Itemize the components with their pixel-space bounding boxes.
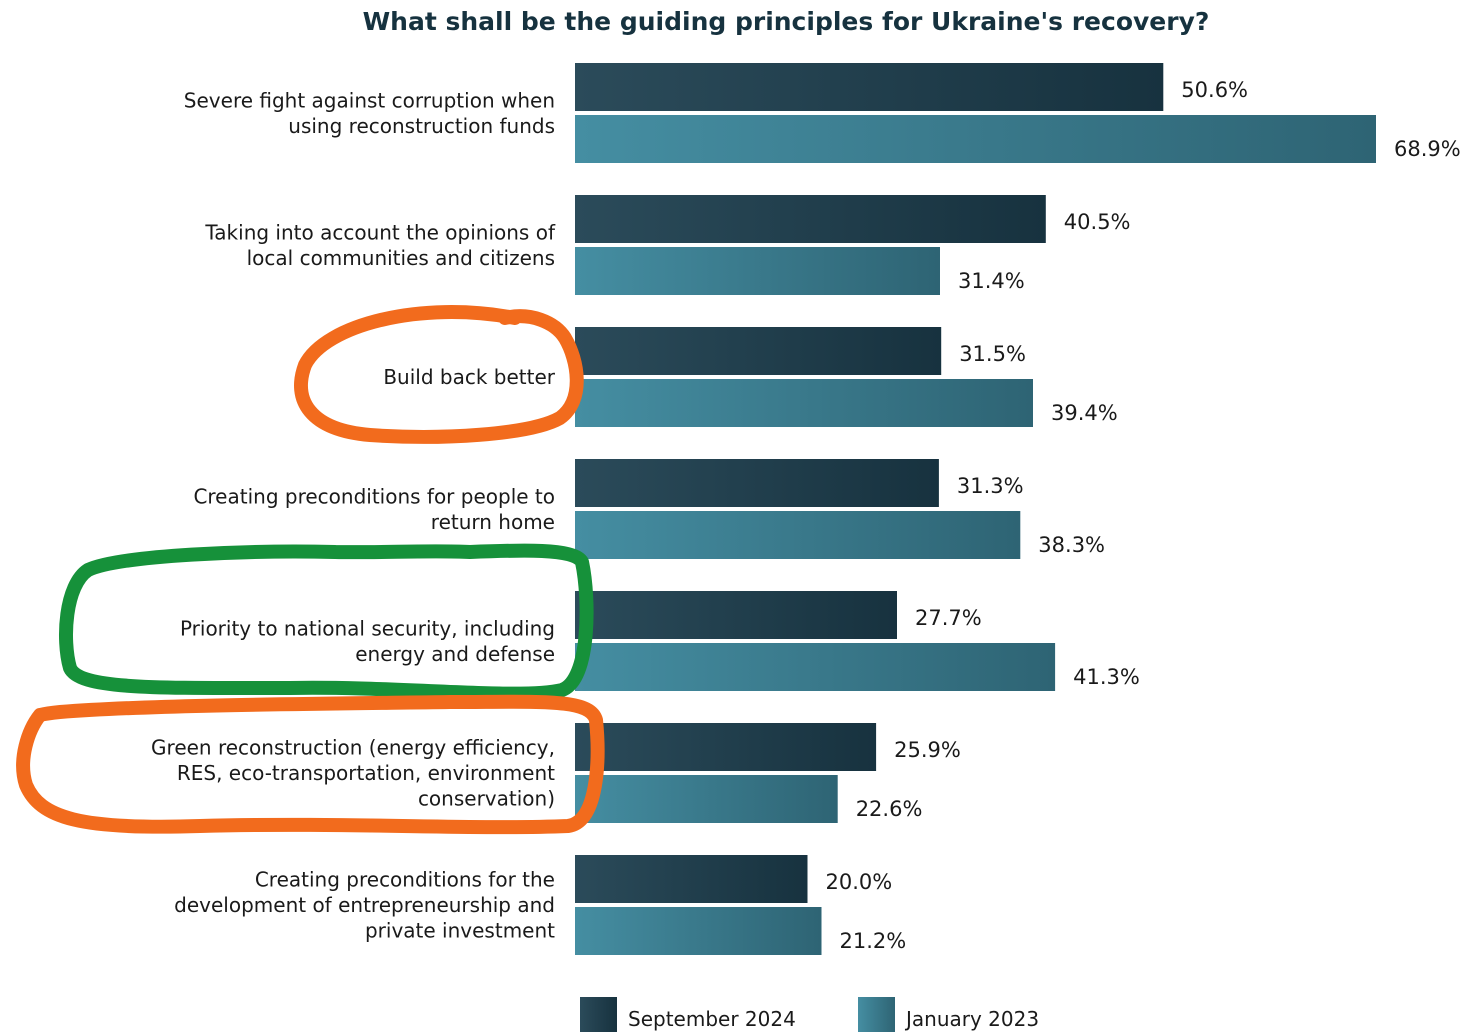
value-label: 40.5% (1064, 210, 1131, 234)
value-label: 20.0% (826, 870, 893, 894)
bar-jan2023-1 (575, 247, 940, 295)
bar-jan2023-3 (575, 511, 1021, 559)
category-label: Creating preconditions for people to retu… (193, 484, 555, 534)
bar-jan2023-4 (575, 643, 1056, 691)
legend-label: January 2023 (904, 1007, 1039, 1031)
category-label: Taking into account the opinions of local… (204, 220, 556, 269)
category-label: Severe fight against corruption when usin… (184, 88, 555, 138)
bar-sep2024-3 (575, 459, 939, 507)
legend: September 2024 January 2023 (580, 997, 1039, 1032)
bar-sep2024-6 (575, 855, 808, 903)
orange-highlight-mark (294, 305, 584, 444)
category-label: Build back better (383, 365, 555, 389)
bar-sep2024-4 (575, 591, 897, 639)
value-label: 22.6% (856, 797, 923, 821)
category-label: Green reconstruction (energy efficiency,… (151, 736, 555, 811)
value-label: 21.2% (840, 929, 907, 953)
bar-jan2023-5 (575, 775, 838, 823)
value-label: 38.3% (1038, 533, 1105, 557)
legend-swatch (580, 997, 617, 1032)
bar-sep2024-1 (575, 195, 1046, 243)
value-label: 50.6% (1181, 78, 1248, 102)
category-labels: Severe fight against corruption when usin… (151, 88, 556, 942)
value-labels: 50.6% 68.9% 40.5% 31.4% 31.5% 39.4% 31.3% 38.3%… (826, 78, 1461, 953)
bar-sep2024-5 (575, 723, 877, 771)
category-label: Priority to national security, including… (180, 616, 555, 666)
hand-drawn-annotations (16, 305, 605, 835)
bar-jan2023-6 (575, 907, 822, 955)
orange-highlight-mark (16, 694, 605, 835)
value-label: 41.3% (1073, 665, 1140, 689)
legend-label: September 2024 (628, 1007, 796, 1031)
bars-layer (575, 63, 1376, 955)
value-label: 39.4% (1051, 401, 1118, 425)
legend-swatch (858, 997, 895, 1032)
bar-jan2023-2 (575, 379, 1033, 427)
category-label: Creating preconditions for the developmen… (174, 868, 555, 943)
bar-jan2023-0 (575, 115, 1376, 163)
value-label: 31.4% (958, 269, 1025, 293)
chart-title: What shall be the guiding principles for… (363, 7, 1210, 36)
bar-sep2024-0 (575, 63, 1164, 111)
value-label: 31.5% (959, 342, 1026, 366)
value-label: 31.3% (957, 474, 1024, 498)
value-label: 25.9% (894, 738, 961, 762)
green-highlight-mark (59, 543, 594, 701)
bar-sep2024-2 (575, 327, 942, 375)
value-label: 68.9% (1394, 137, 1461, 161)
value-label: 27.7% (915, 606, 982, 630)
